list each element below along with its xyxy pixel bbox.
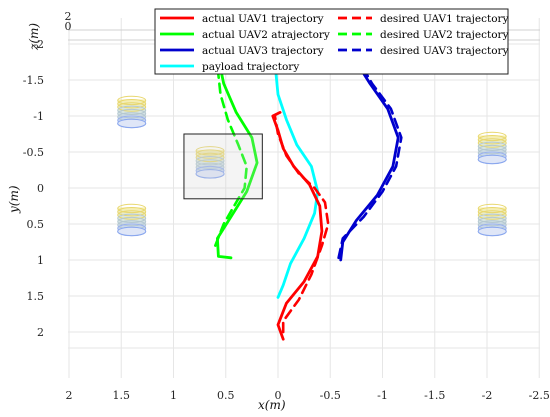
- legend-box: [154, 8, 509, 75]
- series-line-payload-trajectory: [274, 60, 320, 299]
- y-tick-label: -1: [33, 110, 44, 123]
- y-tick-label: -1.5: [23, 74, 44, 87]
- x-tick-label: -2.5: [529, 389, 550, 402]
- obstacle-cylinder-1: [117, 203, 147, 237]
- series-line-desired-uav2-trajectory: [214, 46, 248, 247]
- legend-label: actual UAV1 trajectory: [202, 13, 324, 25]
- obstacles: [117, 95, 507, 237]
- grid-lines: [68, 18, 540, 378]
- legend-label: payload trajectory: [202, 61, 299, 73]
- y-tick-label: 0: [37, 182, 44, 195]
- obstacle-cylinder-2: [195, 146, 225, 179]
- legend-label: desired UAV1 trajectory: [380, 13, 509, 25]
- obstacle-cylinder-0: [117, 95, 147, 129]
- y-tick-label: 2: [37, 326, 44, 339]
- obstacle-cylinder-3: [477, 131, 507, 165]
- x-tick-label: 0.5: [217, 389, 235, 402]
- legend-label: desired UAV3 trajectory: [380, 45, 509, 57]
- legend-entry-desired-uav2-trajectory: desired UAV2 trajectory: [338, 29, 509, 41]
- legend-label: actual UAV2 atrajectory: [202, 29, 330, 41]
- y-axis-label: y(m): [7, 185, 21, 214]
- y-tick-label: -2: [33, 38, 44, 51]
- x-axis-label: x(m): [258, 398, 286, 412]
- series-lines: [214, 46, 403, 341]
- z-axis-label: z(m): [27, 23, 41, 51]
- legend-entry-actual-uav1-trajectory: actual UAV1 trajectory: [160, 13, 324, 25]
- series-line-desired-uav3-trajectory: [337, 49, 403, 260]
- legend-label: desired UAV2 trajectory: [380, 29, 509, 41]
- x-tick-label: -2: [482, 389, 493, 402]
- z-tick-label: 2: [65, 10, 72, 23]
- y-tick-label: 1: [37, 254, 44, 267]
- series-line-actual-uav2-atrajectory: [216, 46, 259, 260]
- x-tick-label: -1: [377, 389, 388, 402]
- legend-label: actual UAV3 trajectory: [202, 45, 324, 57]
- series-line-desired-uav1-trajectory: [273, 114, 330, 334]
- y-tick-label: -0.5: [23, 146, 44, 159]
- z-tick-label: 0: [65, 20, 72, 33]
- zoom-inset-box: [183, 133, 263, 200]
- legend-entry-actual-uav3-trajectory: actual UAV3 trajectory: [160, 45, 324, 57]
- y-tick-labels: -2 -1.5 -1 -0.5 0 0.5 1 1.5 2: [23, 38, 44, 339]
- y-tick-label: 1.5: [27, 290, 45, 303]
- legend: actual UAV1 trajectory desired UAV1 traje…: [154, 8, 509, 75]
- x-tick-label: 1: [170, 389, 177, 402]
- x-tick-label: 0: [275, 389, 282, 402]
- legend-entry-desired-uav1-trajectory: desired UAV1 trajectory: [338, 13, 509, 25]
- x-tick-label: -0.5: [320, 389, 341, 402]
- legend-entry-payload-trajectory: payload trajectory: [160, 61, 299, 73]
- x-tick-label: -1.5: [424, 389, 445, 402]
- legend-entry-desired-uav3-trajectory: desired UAV3 trajectory: [338, 45, 509, 57]
- x-tick-labels: 2 1.5 1 0.5 0 -0.5 -1 -1.5 -2 -2.5: [66, 389, 550, 402]
- legend-entry-actual-uav2-atrajectory: actual UAV2 atrajectory: [160, 29, 330, 41]
- x-tick-label: 1.5: [113, 389, 131, 402]
- x-tick-label: 2: [66, 389, 73, 402]
- obstacle-cylinder-4: [477, 203, 507, 237]
- series-line-actual-uav3-trajectory: [339, 49, 400, 262]
- z-tick-labels: 20: [65, 10, 72, 33]
- y-tick-label: 0.5: [27, 218, 45, 231]
